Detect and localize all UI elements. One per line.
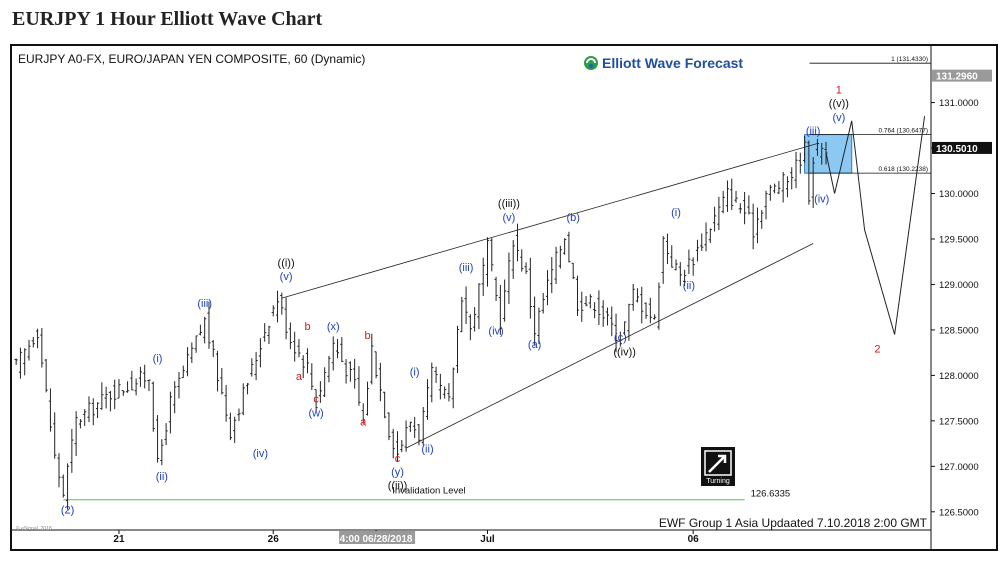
wave-label: (ii) [421, 444, 433, 456]
watermark: © eSignal, 2018 [16, 525, 52, 532]
layer-projection [825, 116, 926, 335]
x-tick-label: 21 [113, 534, 125, 545]
wave-label: (iii) [459, 262, 474, 274]
wave-label: ((ii)) [388, 480, 408, 492]
y-tick-label: 126.5000 [939, 507, 979, 518]
wave-label: a [296, 371, 303, 383]
wave-label: (a) [528, 339, 541, 351]
chart-svg[interactable]: EURJPY A0-FX, EURO/JAPAN YEN COMPOSITE, … [12, 46, 996, 549]
wave-label: ((iv)) [613, 346, 636, 358]
invalidation-value: 126.6335 [751, 489, 791, 500]
wave-label: (iv) [814, 194, 829, 206]
wave-label: (x) [327, 321, 340, 333]
wave-label: b [364, 330, 370, 342]
layer-axes: 131.0000130.5000130.0000129.5000129.0000… [113, 69, 992, 545]
price-tag-label: 130.5010 [936, 144, 978, 155]
layer-target-zone: 0.764 (130.6477) 0.618 (130.2238) 1 (131.4… [804, 56, 931, 174]
wave-label: (ii) [156, 471, 168, 483]
x-tick-label: 4:00 06/28/2018 [340, 534, 413, 545]
wave-label: 2 [874, 344, 880, 356]
channel-line [281, 143, 818, 299]
symbol-header: EURJPY A0-FX, EURO/JAPAN YEN COMPOSITE, … [18, 52, 365, 66]
x-tick-label: 06 [688, 534, 700, 545]
wave-label: c [395, 453, 401, 465]
channel-line [405, 243, 814, 449]
wave-label: (i) [410, 366, 420, 378]
wave-label: ((iii)) [498, 198, 520, 210]
y-tick-label: 130.0000 [939, 189, 979, 200]
y-tick-label: 127.0000 [939, 462, 979, 473]
y-tick-label: 128.5000 [939, 325, 979, 336]
wave-label: a [360, 416, 367, 428]
page-title: EURJPY 1 Hour Elliott Wave Chart [12, 8, 323, 30]
x-tick-label: Jul [480, 534, 495, 545]
price-tag-label: 131.2960 [936, 72, 978, 83]
price-tag [932, 69, 992, 82]
turning-arrow-icon [704, 450, 732, 476]
chart-frame: EURJPY A0-FX, EURO/JAPAN YEN COMPOSITE, … [10, 44, 998, 551]
wave-label: (c) [614, 332, 627, 344]
y-tick-label: 127.5000 [939, 416, 979, 427]
turning-badge: Turning [701, 447, 735, 486]
y-tick-label: 131.0000 [939, 98, 979, 109]
wave-label: (ii) [683, 280, 695, 292]
wave-label: ((v)) [829, 98, 849, 110]
invalidation-label: Invalidation Level [392, 486, 465, 497]
layer-wave-labels: (2)(i)(ii)(iii)(iv)((i))(v)bac(w)(x)bac(… [61, 84, 881, 516]
x-tick-highlight [339, 531, 416, 544]
price-tag [932, 141, 992, 154]
wave-label: (iii) [197, 298, 212, 310]
wave-label: ((i)) [278, 257, 295, 269]
fib-label: 1 (131.4330) [891, 56, 928, 63]
wave-label: (v) [280, 271, 293, 283]
layer-price-bars [14, 136, 828, 510]
wave-label: c [313, 394, 319, 406]
wave-label: (i) [671, 207, 681, 219]
fib-label: 0.618 (130.2238) [878, 166, 928, 173]
wave-label: (2) [61, 505, 74, 517]
y-tick-label: 129.0000 [939, 280, 979, 291]
turning-label: Turning [706, 478, 730, 485]
y-tick-label: 129.5000 [939, 234, 979, 245]
brand-logo: Elliott Wave Forecast [584, 55, 743, 71]
wave-label: (iv) [488, 325, 503, 337]
wave-label: b [304, 321, 310, 333]
wave-label: (b) [566, 212, 579, 224]
target-zone-box [804, 134, 853, 174]
wave-label: (v) [832, 112, 845, 124]
layer-channel: Invalidation Level 126.6335 [63, 143, 818, 501]
wave-label: (iv) [253, 448, 268, 460]
y-tick-label: 128.0000 [939, 371, 979, 382]
wave-label: (y) [391, 466, 404, 478]
projection-path [825, 116, 926, 335]
wave-label: 1 [836, 84, 842, 96]
ewf-logo-icon [584, 56, 598, 70]
wave-label: (iii) [806, 125, 821, 137]
brand-name: Elliott Wave Forecast [602, 55, 743, 71]
x-tick-label: 26 [268, 534, 280, 545]
wave-label: (w) [308, 407, 323, 419]
wave-label: (v) [503, 212, 516, 224]
footer-text: EWF Group 1 Asia Updaated 7.10.2018 2:00… [659, 516, 928, 530]
wave-label: (i) [153, 353, 163, 365]
fib-label: 0.764 (130.6477) [878, 128, 928, 135]
